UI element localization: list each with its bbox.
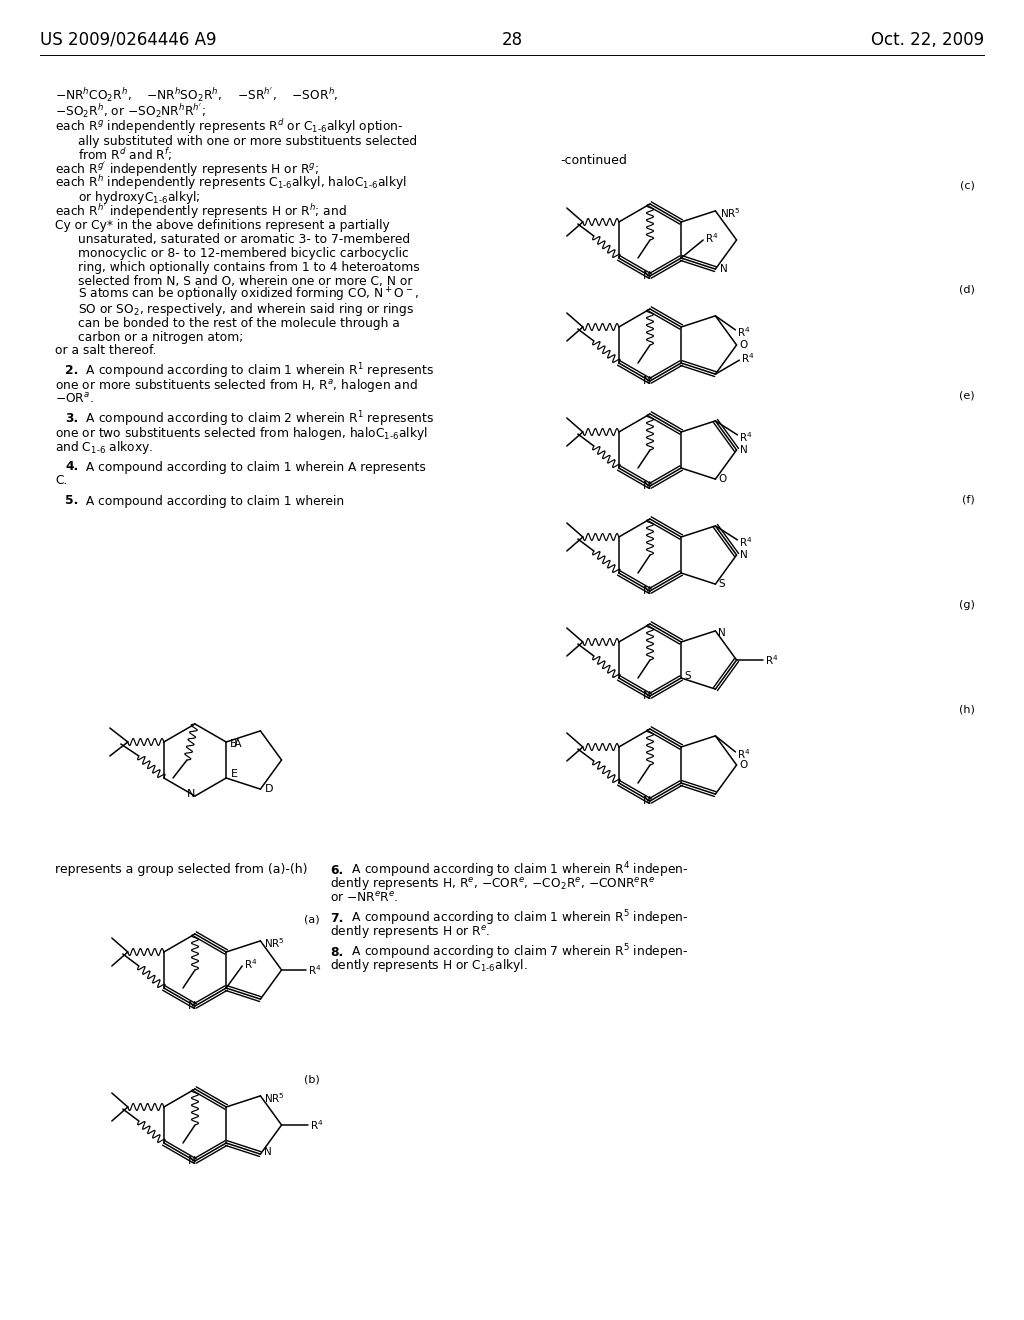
Text: ally substituted with one or more substituents selected: ally substituted with one or more substi… [78, 135, 417, 148]
Text: dently represents H or C$_{1\text{-}6}$alkyl.: dently represents H or C$_{1\text{-}6}$a… [330, 957, 527, 974]
Text: A compound according to claim 2 wherein R$^1$ represents: A compound according to claim 2 wherein … [82, 409, 434, 429]
Text: selected from N, S and O, wherein one or more C, N or: selected from N, S and O, wherein one or… [78, 275, 413, 288]
Text: S atoms can be optionally oxidized forming CO, N$^+$O$^-$,: S atoms can be optionally oxidized formi… [78, 286, 419, 304]
Text: from R$^d$ and R$^f$;: from R$^d$ and R$^f$; [78, 147, 173, 164]
Text: or a salt thereof.: or a salt thereof. [55, 345, 157, 358]
Text: R$^4$: R$^4$ [739, 430, 753, 444]
Text: N: N [739, 550, 748, 560]
Text: A compound according to claim 1 wherein R$^4$ indepen-: A compound according to claim 1 wherein … [348, 861, 688, 880]
Text: (a): (a) [304, 915, 319, 925]
Text: 28: 28 [502, 30, 522, 49]
Text: R$^4$: R$^4$ [309, 1118, 323, 1131]
Text: R$^4$: R$^4$ [739, 535, 753, 549]
Text: dently represents H or R$^e$.: dently represents H or R$^e$. [330, 924, 490, 940]
Text: R$^4$: R$^4$ [737, 325, 751, 339]
Text: 2.: 2. [65, 364, 79, 378]
Text: N: N [187, 1001, 197, 1011]
Text: B: B [230, 739, 238, 748]
Text: R$^4$: R$^4$ [737, 747, 751, 760]
Text: R$^4$: R$^4$ [244, 957, 258, 972]
Text: 8.: 8. [330, 945, 343, 958]
Text: O: O [719, 474, 727, 484]
Text: Oct. 22, 2009: Oct. 22, 2009 [870, 30, 984, 49]
Text: dently represents H, R$^e$, $-$COR$^e$, $-$CO$_2$R$^e$, $-$CONR$^e$R$^e$: dently represents H, R$^e$, $-$COR$^e$, … [330, 875, 655, 892]
Text: $-$NR$^h$CO$_2$R$^h$,    $-$NR$^h$SO$_2$R$^h$,    $-$SR$^{h'}$,    $-$SOR$^h$,: $-$NR$^h$CO$_2$R$^h$, $-$NR$^h$SO$_2$R$^… [55, 86, 338, 104]
Text: A compound according to claim 7 wherein R$^5$ indepen-: A compound according to claim 7 wherein … [348, 942, 688, 962]
Text: SO or SO$_2$, respectively, and wherein said ring or rings: SO or SO$_2$, respectively, and wherein … [78, 301, 415, 318]
Text: N: N [643, 796, 651, 807]
Text: (e): (e) [959, 389, 975, 400]
Text: one or more substituents selected from H, R$^a$, halogen and: one or more substituents selected from H… [55, 376, 418, 393]
Text: N: N [721, 264, 728, 275]
Text: 5.: 5. [65, 495, 79, 507]
Text: S: S [719, 579, 725, 589]
Text: N: N [187, 1156, 197, 1166]
Text: -continued: -continued [560, 153, 627, 166]
Text: monocyclic or 8- to 12-membered bicyclic carbocyclic: monocyclic or 8- to 12-membered bicyclic… [78, 247, 409, 260]
Text: N: N [643, 376, 651, 385]
Text: E: E [231, 770, 239, 779]
Text: NR$^5$: NR$^5$ [721, 206, 741, 219]
Text: one or two substituents selected from halogen, haloC$_{1\text{-}6}$alkyl: one or two substituents selected from ha… [55, 425, 428, 441]
Text: and C$_{1\text{-}6}$ alkoxy.: and C$_{1\text{-}6}$ alkoxy. [55, 438, 154, 455]
Text: (d): (d) [959, 285, 975, 294]
Text: each R$^g$ independently represents R$^d$ or C$_{1\text{-}6}$alkyl option-: each R$^g$ independently represents R$^d… [55, 117, 403, 136]
Text: ring, which optionally contains from 1 to 4 heteroatoms: ring, which optionally contains from 1 t… [78, 260, 420, 273]
Text: carbon or a nitrogen atom;: carbon or a nitrogen atom; [78, 330, 244, 343]
Text: (b): (b) [304, 1074, 319, 1085]
Text: (c): (c) [961, 180, 975, 190]
Text: $-$SO$_2$R$^h$, or $-$SO$_2$NR$^h$R$^{h'}$;: $-$SO$_2$R$^h$, or $-$SO$_2$NR$^h$R$^{h'… [55, 102, 206, 120]
Text: C.: C. [55, 474, 68, 487]
Text: unsaturated, saturated or aromatic 3- to 7-membered: unsaturated, saturated or aromatic 3- to… [78, 232, 411, 246]
Text: N: N [643, 586, 651, 597]
Text: R$^4$: R$^4$ [741, 351, 755, 366]
Text: N: N [643, 690, 651, 701]
Text: R$^4$: R$^4$ [307, 964, 322, 977]
Text: A compound according to claim 1 wherein: A compound according to claim 1 wherein [82, 495, 344, 507]
Text: A compound according to claim 1 wherein R$^5$ indepen-: A compound according to claim 1 wherein … [348, 908, 688, 928]
Text: NR$^5$: NR$^5$ [264, 936, 285, 950]
Text: US 2009/0264446 A9: US 2009/0264446 A9 [40, 30, 216, 49]
Text: R$^4$: R$^4$ [765, 653, 778, 667]
Text: or hydroxyC$_{1\text{-}6}$alkyl;: or hydroxyC$_{1\text{-}6}$alkyl; [78, 189, 201, 206]
Text: (g): (g) [959, 601, 975, 610]
Text: (h): (h) [959, 705, 975, 715]
Text: O: O [739, 760, 748, 770]
Text: A compound according to claim 1 wherein R$^1$ represents: A compound according to claim 1 wherein … [82, 362, 434, 380]
Text: NR$^5$: NR$^5$ [264, 1090, 285, 1105]
Text: each R$^{g'}$ independently represents H or R$^g$;: each R$^{g'}$ independently represents H… [55, 160, 319, 178]
Text: 6.: 6. [330, 863, 343, 876]
Text: R$^4$: R$^4$ [706, 231, 719, 246]
Text: S: S [684, 671, 691, 681]
Text: N: N [186, 789, 196, 799]
Text: O: O [739, 341, 748, 350]
Text: Cy or Cy* in the above definitions represent a partially: Cy or Cy* in the above definitions repre… [55, 219, 390, 231]
Text: can be bonded to the rest of the molecule through a: can be bonded to the rest of the molecul… [78, 317, 399, 330]
Text: N: N [264, 1147, 272, 1158]
Text: 7.: 7. [330, 912, 343, 924]
Text: N: N [643, 480, 651, 491]
Text: $-$OR$^a$.: $-$OR$^a$. [55, 392, 93, 407]
Text: (f): (f) [963, 495, 975, 506]
Text: N: N [643, 271, 651, 281]
Text: or $-$NR$^e$R$^e$.: or $-$NR$^e$R$^e$. [330, 891, 398, 906]
Text: D: D [264, 784, 273, 795]
Text: N: N [719, 628, 726, 638]
Text: represents a group selected from (a)-(h): represents a group selected from (a)-(h) [55, 863, 307, 876]
Text: each R$^h$ independently represents C$_{1\text{-}6}$alkyl, haloC$_{1\text{-}6}$a: each R$^h$ independently represents C$_{… [55, 173, 407, 193]
Text: N: N [739, 445, 748, 455]
Text: each R$^{h'}$ independently represents H or R$^h$; and: each R$^{h'}$ independently represents H… [55, 202, 347, 220]
Text: A: A [234, 739, 242, 748]
Text: 4.: 4. [65, 461, 78, 474]
Text: A compound according to claim 1 wherein A represents: A compound according to claim 1 wherein … [82, 461, 426, 474]
Text: 3.: 3. [65, 412, 78, 425]
